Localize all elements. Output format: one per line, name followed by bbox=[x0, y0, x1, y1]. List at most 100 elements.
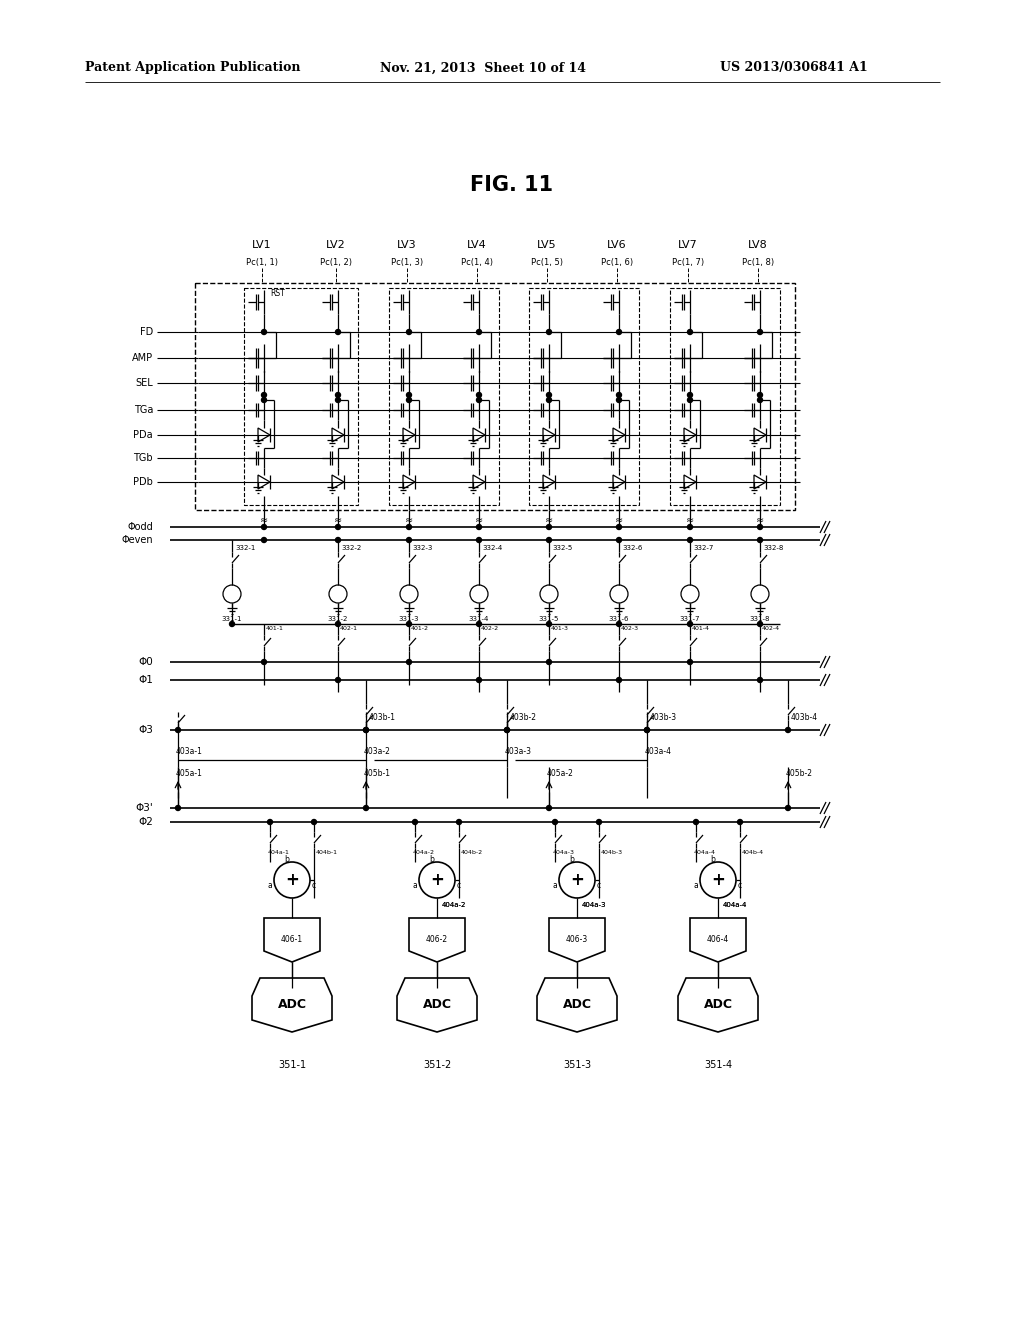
Text: TGb: TGb bbox=[133, 453, 153, 463]
Circle shape bbox=[758, 392, 763, 397]
Text: PDa: PDa bbox=[133, 430, 153, 440]
Circle shape bbox=[547, 622, 552, 627]
Text: Φ3': Φ3' bbox=[135, 803, 153, 813]
Circle shape bbox=[407, 537, 412, 543]
Text: c: c bbox=[312, 880, 316, 890]
Circle shape bbox=[505, 727, 510, 733]
Text: ≈: ≈ bbox=[686, 515, 694, 525]
Polygon shape bbox=[397, 978, 477, 1032]
Polygon shape bbox=[678, 978, 758, 1032]
Text: ≈: ≈ bbox=[404, 515, 413, 525]
Circle shape bbox=[751, 585, 769, 603]
Text: a: a bbox=[553, 880, 557, 890]
Text: 402-2: 402-2 bbox=[481, 627, 499, 631]
Text: 403b-3: 403b-3 bbox=[650, 713, 677, 722]
Circle shape bbox=[175, 805, 180, 810]
Text: 402-1: 402-1 bbox=[340, 627, 358, 631]
Circle shape bbox=[547, 397, 552, 403]
Circle shape bbox=[364, 805, 369, 810]
Text: +: + bbox=[711, 871, 725, 888]
Text: 351-3: 351-3 bbox=[563, 1060, 591, 1071]
Circle shape bbox=[505, 727, 510, 733]
Text: Patent Application Publication: Patent Application Publication bbox=[85, 62, 300, 74]
Circle shape bbox=[687, 397, 692, 403]
Circle shape bbox=[758, 537, 763, 543]
Text: 331-5: 331-5 bbox=[539, 616, 559, 622]
Text: 405a-2: 405a-2 bbox=[547, 770, 573, 779]
Circle shape bbox=[336, 330, 341, 334]
Circle shape bbox=[407, 392, 412, 397]
Text: 332-2: 332-2 bbox=[341, 545, 361, 550]
Text: 404a-4: 404a-4 bbox=[723, 902, 748, 908]
Text: +: + bbox=[570, 871, 584, 888]
Circle shape bbox=[547, 524, 552, 529]
Circle shape bbox=[616, 397, 622, 403]
Circle shape bbox=[261, 537, 266, 543]
Text: LV6: LV6 bbox=[607, 240, 627, 249]
Bar bbox=[244, 288, 358, 506]
Text: 404b-2: 404b-2 bbox=[461, 850, 483, 854]
Polygon shape bbox=[264, 917, 319, 962]
Text: c: c bbox=[457, 880, 461, 890]
Text: 332-5: 332-5 bbox=[552, 545, 572, 550]
Text: 332-3: 332-3 bbox=[412, 545, 432, 550]
Text: LV1: LV1 bbox=[252, 240, 271, 249]
Circle shape bbox=[687, 622, 692, 627]
Circle shape bbox=[223, 585, 241, 603]
Circle shape bbox=[413, 820, 418, 825]
Circle shape bbox=[419, 862, 455, 898]
Text: 405b-1: 405b-1 bbox=[364, 770, 391, 779]
Circle shape bbox=[457, 820, 462, 825]
Text: ≈: ≈ bbox=[475, 515, 483, 525]
Text: ≈: ≈ bbox=[615, 515, 623, 525]
Circle shape bbox=[476, 330, 481, 334]
Text: 401-3: 401-3 bbox=[551, 627, 569, 631]
Polygon shape bbox=[409, 917, 465, 962]
Text: 403a-3: 403a-3 bbox=[505, 747, 532, 756]
Text: 406-1: 406-1 bbox=[281, 936, 303, 945]
Text: 405a-1: 405a-1 bbox=[176, 770, 203, 779]
Text: a: a bbox=[413, 880, 418, 890]
Text: 404b-3: 404b-3 bbox=[601, 850, 624, 854]
Text: 332-7: 332-7 bbox=[693, 545, 714, 550]
Circle shape bbox=[540, 585, 558, 603]
Text: Φeven: Φeven bbox=[122, 535, 153, 545]
Circle shape bbox=[616, 524, 622, 529]
Circle shape bbox=[644, 727, 649, 733]
Circle shape bbox=[336, 524, 341, 529]
Circle shape bbox=[175, 727, 180, 733]
Text: ≈: ≈ bbox=[545, 515, 553, 525]
Circle shape bbox=[547, 805, 552, 810]
Circle shape bbox=[687, 660, 692, 664]
Text: 331-4: 331-4 bbox=[469, 616, 489, 622]
Text: ≈: ≈ bbox=[260, 515, 268, 525]
Text: 404a-1: 404a-1 bbox=[268, 850, 290, 854]
Text: Pc(1, 3): Pc(1, 3) bbox=[391, 259, 423, 268]
Text: 403b-2: 403b-2 bbox=[510, 713, 537, 722]
Text: Pc(1, 5): Pc(1, 5) bbox=[531, 259, 563, 268]
Text: TGa: TGa bbox=[133, 405, 153, 414]
Text: LV3: LV3 bbox=[397, 240, 417, 249]
Text: a: a bbox=[693, 880, 698, 890]
Text: Pc(1, 6): Pc(1, 6) bbox=[601, 259, 633, 268]
Text: 332-6: 332-6 bbox=[622, 545, 642, 550]
Text: 404b-4: 404b-4 bbox=[742, 850, 764, 854]
Text: 404a-3: 404a-3 bbox=[582, 902, 606, 908]
Circle shape bbox=[364, 727, 369, 733]
Text: +: + bbox=[430, 871, 444, 888]
Text: ≈: ≈ bbox=[334, 515, 342, 525]
Text: ADC: ADC bbox=[703, 998, 732, 1011]
Circle shape bbox=[547, 660, 552, 664]
Text: US 2013/0306841 A1: US 2013/0306841 A1 bbox=[720, 62, 867, 74]
Text: b: b bbox=[711, 855, 716, 865]
Circle shape bbox=[407, 330, 412, 334]
Text: Pc(1, 1): Pc(1, 1) bbox=[246, 259, 278, 268]
Circle shape bbox=[329, 585, 347, 603]
Text: Pc(1, 4): Pc(1, 4) bbox=[461, 259, 493, 268]
Text: 331-2: 331-2 bbox=[328, 616, 348, 622]
Circle shape bbox=[547, 537, 552, 543]
Text: 406-2: 406-2 bbox=[426, 936, 449, 945]
Circle shape bbox=[476, 537, 481, 543]
Circle shape bbox=[336, 397, 341, 403]
Circle shape bbox=[687, 330, 692, 334]
